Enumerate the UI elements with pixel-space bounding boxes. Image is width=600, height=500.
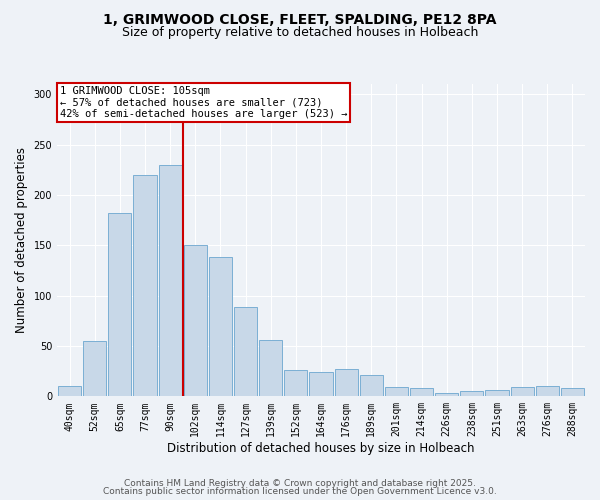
Text: Size of property relative to detached houses in Holbeach: Size of property relative to detached ho…	[122, 26, 478, 39]
Text: Contains HM Land Registry data © Crown copyright and database right 2025.: Contains HM Land Registry data © Crown c…	[124, 478, 476, 488]
Y-axis label: Number of detached properties: Number of detached properties	[15, 147, 28, 333]
Bar	[284, 370, 307, 396]
Bar	[360, 375, 383, 396]
Bar	[109, 213, 131, 396]
Bar	[485, 390, 509, 396]
Bar	[133, 175, 157, 396]
Bar	[184, 246, 207, 396]
Bar	[460, 392, 484, 396]
Bar	[83, 341, 106, 396]
Bar	[536, 386, 559, 396]
Text: 1 GRIMWOOD CLOSE: 105sqm
← 57% of detached houses are smaller (723)
42% of semi-: 1 GRIMWOOD CLOSE: 105sqm ← 57% of detach…	[59, 86, 347, 119]
Text: Contains public sector information licensed under the Open Government Licence v3: Contains public sector information licen…	[103, 487, 497, 496]
Bar	[310, 372, 332, 396]
Bar	[561, 388, 584, 396]
Bar	[435, 394, 458, 396]
Bar	[511, 388, 534, 396]
Bar	[58, 386, 81, 396]
Bar	[158, 164, 182, 396]
Bar	[209, 258, 232, 396]
Bar	[385, 388, 408, 396]
X-axis label: Distribution of detached houses by size in Holbeach: Distribution of detached houses by size …	[167, 442, 475, 455]
Bar	[335, 369, 358, 396]
Bar	[234, 306, 257, 396]
Bar	[259, 340, 283, 396]
Text: 1, GRIMWOOD CLOSE, FLEET, SPALDING, PE12 8PA: 1, GRIMWOOD CLOSE, FLEET, SPALDING, PE12…	[103, 12, 497, 26]
Bar	[410, 388, 433, 396]
